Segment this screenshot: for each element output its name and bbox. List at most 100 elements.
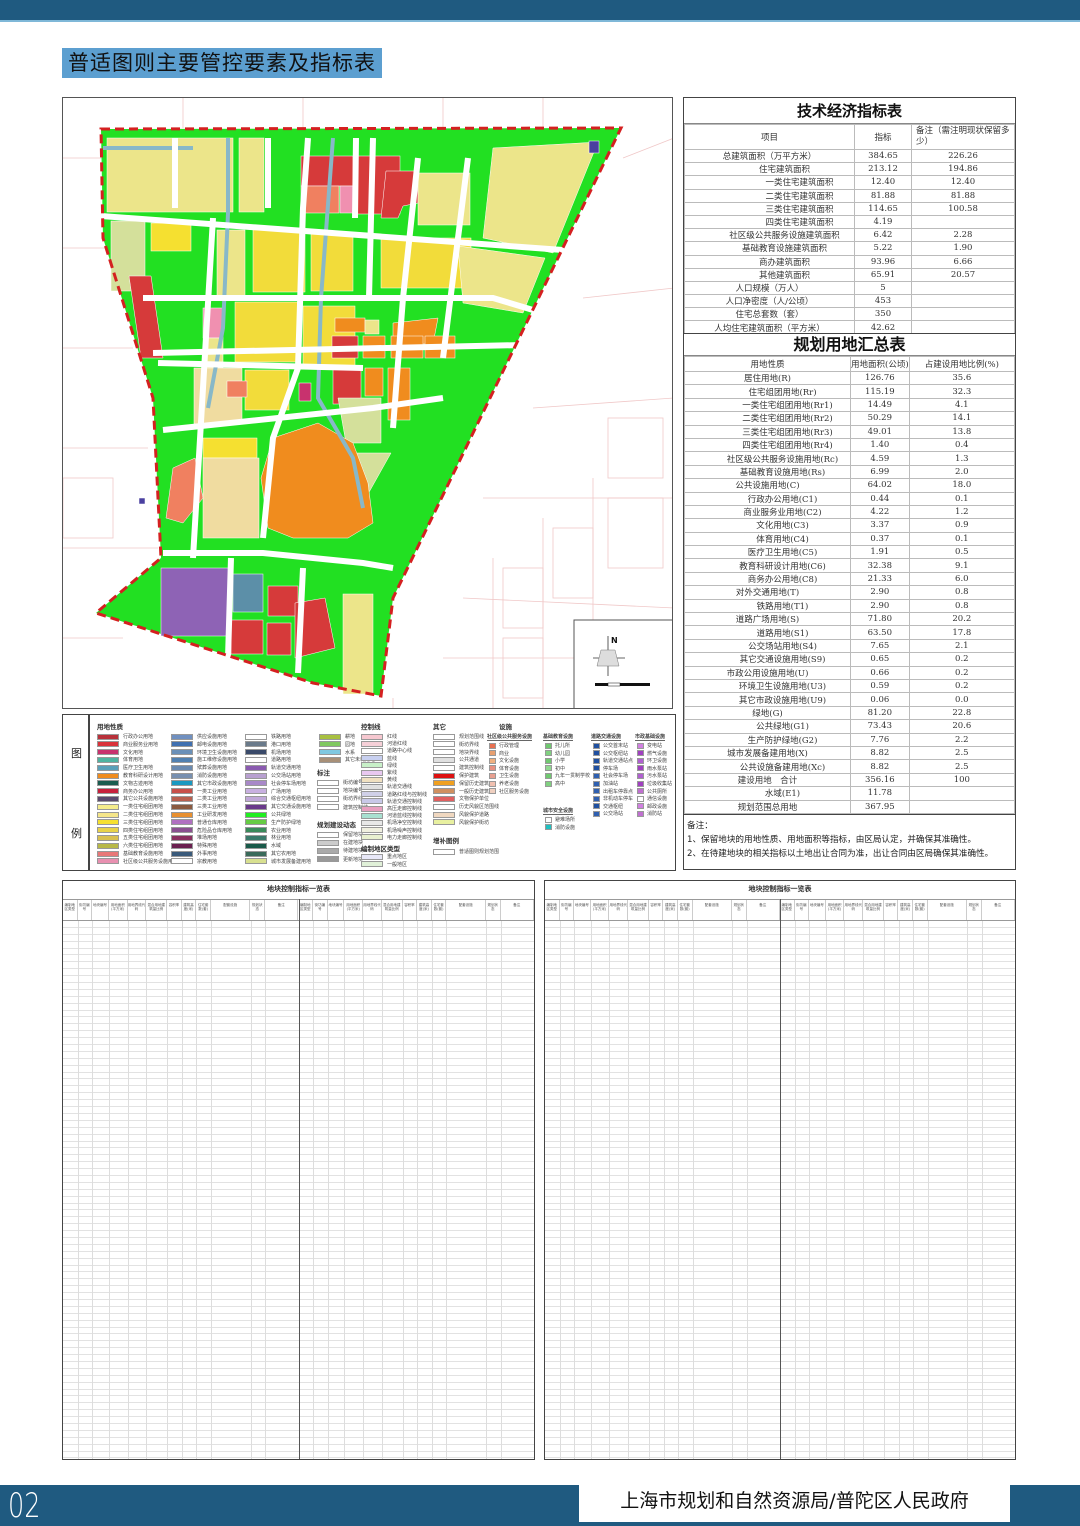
column-header: 街坊编号 bbox=[78, 900, 93, 920]
row-area: 0.37 bbox=[850, 531, 910, 547]
legend-item: 更新地块 bbox=[317, 856, 363, 863]
facility-group-title: 市政基础设施 bbox=[635, 734, 666, 741]
legend-label: 普适图则规划范围 bbox=[459, 849, 500, 855]
table-row bbox=[545, 1245, 780, 1252]
row-area: 50.29 bbox=[850, 411, 910, 426]
table-row: 基础教育设施建筑面积 5.22 1.90 bbox=[684, 241, 1015, 256]
table-row: 公共设施用地(C) 64.02 18.0 bbox=[684, 478, 1016, 493]
table-row bbox=[545, 1079, 780, 1087]
legend-swatch bbox=[637, 780, 644, 787]
table-row bbox=[298, 1238, 534, 1245]
table-row bbox=[780, 1266, 1015, 1273]
legend-label: 红线 bbox=[387, 734, 398, 740]
row-ratio: 1.3 bbox=[908, 451, 1016, 466]
table-row bbox=[780, 928, 1015, 935]
table-row bbox=[298, 990, 534, 997]
table-row bbox=[63, 1438, 299, 1445]
legend-label: 建筑控制线 bbox=[459, 765, 485, 772]
legend-item: 邮电设施用地 bbox=[171, 741, 227, 748]
tech-table-title: 技术经济指标表 bbox=[684, 98, 1015, 124]
table-row: 三类住宅建筑面积 114.65 100.58 bbox=[684, 201, 1015, 216]
column-divider bbox=[590, 921, 592, 1459]
legend-item: 保留地块 bbox=[317, 831, 363, 838]
column-header: 街坊编号 bbox=[313, 900, 328, 920]
row-value: 5.22 bbox=[854, 241, 912, 256]
column-header: 用地界线代码 bbox=[128, 900, 147, 920]
table-row bbox=[63, 1176, 299, 1183]
legend-label: 其它市政设施用地 bbox=[197, 780, 238, 787]
table-row bbox=[63, 1128, 299, 1135]
legend-item: 其它未利用地 bbox=[319, 756, 375, 763]
legend-swatch bbox=[361, 755, 383, 762]
table-row bbox=[298, 1217, 534, 1225]
table-row bbox=[780, 1369, 1015, 1376]
legend-item: 河道红线 bbox=[361, 740, 407, 747]
legend-swatch bbox=[317, 831, 339, 838]
legend-swatch bbox=[319, 756, 341, 763]
legend-swatch bbox=[245, 834, 267, 841]
table-row bbox=[545, 1376, 780, 1383]
table-row: 居住用地(R) 126.76 35.6 bbox=[684, 370, 1016, 386]
row-ratio: 0.1 bbox=[908, 491, 1016, 506]
legend-label: 道路用地 bbox=[271, 757, 292, 764]
legend-label: 水系 bbox=[345, 749, 356, 756]
page-title: 普适图则主要管控要素及指标表 bbox=[62, 48, 382, 78]
column-header: 住宅套数(套) bbox=[196, 900, 211, 920]
legend-swatch bbox=[319, 741, 341, 748]
row-value: 114.65 bbox=[854, 201, 912, 216]
row-ratio: 2.0 bbox=[908, 464, 1016, 480]
legend-item: 道路中心线 bbox=[361, 747, 412, 754]
table-row bbox=[780, 983, 1015, 990]
table-row bbox=[63, 1245, 299, 1252]
legend-label: 林业用地 bbox=[271, 835, 292, 842]
table-row: 其它市政设施用地(U9) 0.06 0.0 bbox=[684, 692, 1016, 707]
column-divider bbox=[402, 921, 404, 1459]
legend-label: 消防设施 bbox=[555, 824, 576, 831]
row-landuse: 道路用地(S1) bbox=[684, 625, 851, 640]
row-landuse: 道路广场用地(S) bbox=[684, 612, 851, 627]
legend-item: 其它农用地 bbox=[245, 850, 296, 857]
table-row bbox=[63, 1093, 299, 1101]
table-row bbox=[63, 1148, 299, 1156]
legend-group-heading: 设施 bbox=[499, 723, 512, 731]
column-header: 用地界线代码 bbox=[844, 900, 864, 920]
legend-label: 港口用地 bbox=[271, 741, 292, 748]
legend-label: 商业服务业用地 bbox=[123, 741, 159, 748]
legend-label: 邮电设施用地 bbox=[197, 741, 228, 748]
legend-item: 社区级公共服务设施用地 bbox=[97, 858, 178, 865]
table-row bbox=[63, 1452, 299, 1459]
legend-label: 外事用地 bbox=[197, 851, 218, 857]
legend-swatch bbox=[361, 791, 383, 798]
legend-swatch bbox=[361, 834, 383, 841]
legend-swatch bbox=[245, 780, 267, 787]
table-row: 其他建筑面积 65.91 20.57 bbox=[684, 267, 1015, 282]
legend-label: 文化设施 bbox=[499, 758, 520, 765]
legend-item: 避难场所 bbox=[545, 816, 575, 823]
table-row bbox=[63, 1321, 299, 1328]
map-canvas: N bbox=[63, 98, 672, 708]
legend-item: 铁路用地 bbox=[245, 733, 291, 740]
row-landuse: 铁路用地(T1) bbox=[684, 598, 851, 614]
column-header: 配套设施 bbox=[211, 900, 251, 920]
legend-item: 出租车停靠点 bbox=[593, 788, 633, 795]
table-row bbox=[545, 1038, 780, 1046]
legend-item: 重点地区 bbox=[361, 853, 407, 860]
legend-item: 燃气设施 bbox=[637, 750, 667, 757]
legend-item: 街坊编号 bbox=[317, 779, 363, 786]
legend-swatch bbox=[361, 762, 383, 769]
legend-item: 施工维修设施用地 bbox=[171, 756, 237, 763]
table-row bbox=[63, 1328, 299, 1335]
table-body bbox=[780, 921, 1015, 1459]
table-row bbox=[63, 1266, 299, 1273]
legend-swatch bbox=[593, 750, 600, 757]
legend-swatch bbox=[637, 795, 644, 802]
row-ratio bbox=[908, 799, 1016, 814]
legend-label: 社会停车场 bbox=[603, 773, 629, 780]
column-header: 混合用地建筑量比例 bbox=[628, 900, 649, 920]
column-divider bbox=[692, 921, 694, 1459]
column-divider bbox=[486, 921, 488, 1459]
table-row bbox=[63, 1445, 299, 1452]
column-header: 用地面积(平方米) bbox=[826, 900, 845, 920]
table-row bbox=[63, 1431, 299, 1438]
block-control-table-left: 地块控制指标一览表 编制地区类型 街坊编号 地块编号 用地面积(平方米) 用地界线代码混… bbox=[62, 880, 535, 1460]
